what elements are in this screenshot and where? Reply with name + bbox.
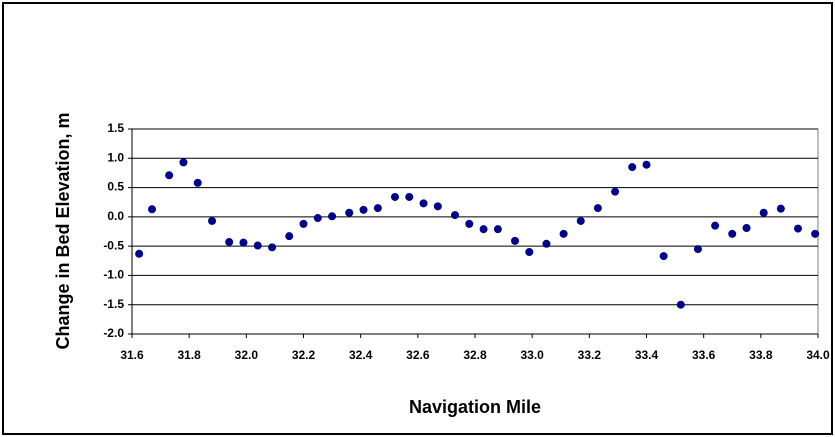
data-point <box>493 225 502 234</box>
data-point <box>179 158 188 167</box>
y-tick-label: -1.0 <box>103 268 124 282</box>
data-point <box>359 205 368 214</box>
data-point <box>479 225 488 234</box>
data-point <box>628 163 637 172</box>
x-tick-label: 34.0 <box>806 348 830 362</box>
data-point <box>676 300 685 309</box>
x-axis-title: Navigation Mile <box>409 397 541 417</box>
data-point <box>225 238 234 247</box>
y-axis-title: Change in Bed Elevation, m <box>53 112 73 349</box>
y-tick-label: -1.5 <box>103 297 124 311</box>
data-point <box>593 204 602 213</box>
data-point <box>559 229 568 238</box>
data-point <box>328 212 337 221</box>
data-point <box>373 204 382 213</box>
data-point <box>253 241 262 250</box>
data-point <box>419 199 428 208</box>
x-tick-label: 31.8 <box>177 348 201 362</box>
x-tick-label: 33.6 <box>692 348 716 362</box>
data-point <box>390 192 399 201</box>
data-point <box>611 187 620 196</box>
x-tick-label: 33.8 <box>749 348 773 362</box>
y-tick-label: -2.0 <box>103 326 124 340</box>
data-point <box>693 245 702 254</box>
data-point <box>345 208 354 217</box>
data-point <box>313 214 322 223</box>
data-point <box>711 221 720 230</box>
data-point <box>165 171 174 180</box>
data-point <box>728 229 737 238</box>
x-tick-label: 31.6 <box>120 348 144 362</box>
data-point <box>542 239 551 248</box>
y-tick-label: 0.5 <box>107 180 124 194</box>
data-point <box>793 224 802 233</box>
data-point <box>433 202 442 211</box>
y-tick-label: 1.0 <box>107 150 124 164</box>
data-point <box>268 243 277 252</box>
data-point <box>285 232 294 241</box>
data-point <box>811 229 820 238</box>
data-point <box>659 252 668 261</box>
plot-area <box>131 128 819 335</box>
data-point <box>511 236 520 245</box>
x-tick-label: 32.2 <box>292 348 316 362</box>
data-point <box>239 238 248 247</box>
data-point <box>135 249 144 258</box>
x-tick-label: 32.8 <box>463 348 487 362</box>
data-point <box>193 178 202 187</box>
data-point <box>776 204 785 213</box>
x-tick-label: 32.4 <box>349 348 373 362</box>
data-point <box>148 205 157 214</box>
y-tick-label: 1.5 <box>107 121 124 135</box>
data-point <box>405 192 414 201</box>
data-point <box>208 216 217 225</box>
data-point <box>642 160 651 169</box>
data-point <box>450 211 459 220</box>
data-point <box>465 219 474 228</box>
data-point <box>299 219 308 228</box>
x-tick-label: 32.6 <box>406 348 430 362</box>
y-tick-label: 0.0 <box>107 209 124 223</box>
data-point <box>742 223 751 232</box>
y-tick-label: -0.5 <box>103 238 124 252</box>
data-point <box>759 208 768 217</box>
x-tick-label: 33.0 <box>520 348 544 362</box>
x-tick-label: 32.0 <box>235 348 259 362</box>
data-point <box>576 216 585 225</box>
data-point <box>525 248 534 256</box>
x-tick-label: 33.2 <box>578 348 602 362</box>
x-tick-label: 33.4 <box>635 348 659 362</box>
